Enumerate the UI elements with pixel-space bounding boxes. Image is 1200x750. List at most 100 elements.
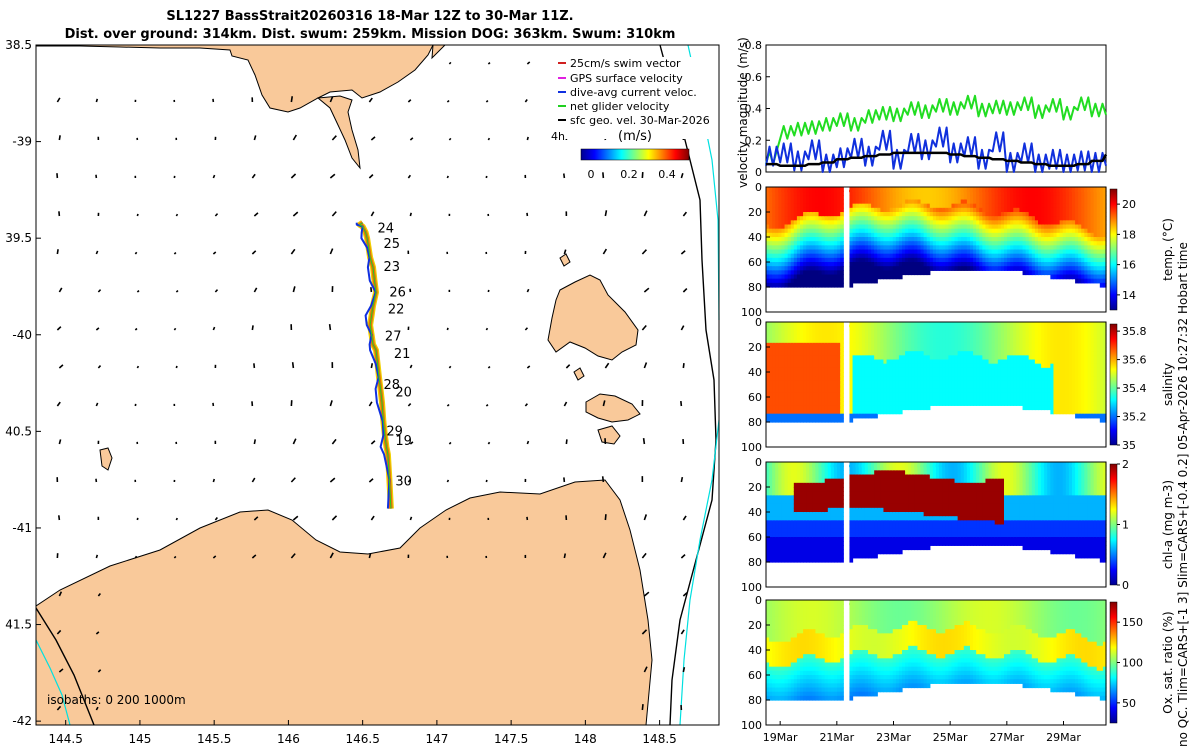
section-cell: [815, 249, 820, 255]
section-cell: [800, 232, 804, 238]
section-cell: [809, 326, 813, 331]
section-cell: [880, 380, 885, 386]
section-cell: [880, 338, 885, 344]
section-cell: [769, 417, 773, 423]
section-cell: [861, 405, 866, 411]
section-cell: [1087, 216, 1092, 221]
section-cell: [796, 380, 801, 386]
day-label: 26: [389, 285, 406, 300]
section-cell: [1004, 249, 1008, 255]
section-cell: [1090, 249, 1095, 255]
section-cell: [911, 224, 915, 230]
section-cell: [868, 372, 872, 377]
section-cell: [821, 232, 826, 238]
surface-velocity-arrow: [370, 211, 375, 217]
section-cell: [1072, 199, 1076, 205]
section-cell: [954, 216, 959, 221]
section-cell: [905, 270, 909, 276]
section-cell: [800, 199, 804, 205]
section-cell: [852, 232, 857, 238]
section-cell: [917, 216, 922, 221]
section-cell: [1025, 220, 1030, 226]
section-cell: [1053, 232, 1058, 238]
section-cell: [1081, 278, 1085, 284]
section-cell: [806, 401, 810, 406]
section-cell: [824, 266, 829, 271]
section-cell: [1028, 237, 1033, 242]
section-cell: [886, 274, 891, 280]
section-cell: [976, 195, 980, 201]
section-cell: [824, 191, 829, 196]
section-cell: [834, 405, 838, 411]
section-cell: [1031, 266, 1036, 271]
section-cell: [1004, 266, 1008, 271]
section-cell: [775, 274, 779, 280]
section-cell: [1068, 224, 1073, 230]
section-cell: [877, 347, 881, 352]
section-cell: [800, 363, 804, 369]
section-cell: [905, 207, 909, 213]
section-cell: [871, 338, 875, 344]
surface-velocity-arrow: [446, 175, 449, 179]
section-cell: [803, 338, 807, 344]
section-cell: [812, 232, 817, 238]
section-cell: [874, 359, 878, 365]
section-cell: [877, 342, 881, 348]
section-cell: [1084, 249, 1089, 255]
section-cell: [1090, 232, 1095, 238]
section-cell: [1068, 228, 1073, 234]
surface-velocity-arrow: [680, 325, 685, 331]
surface-dot: [858, 189, 863, 193]
section-cell: [824, 195, 829, 201]
section-cell: [787, 257, 792, 263]
section-cell: [889, 266, 894, 271]
section-cell: [787, 212, 792, 217]
section-cell: [886, 232, 891, 238]
section-cell: [923, 212, 928, 217]
section-cell: [849, 270, 854, 276]
section-cell: [883, 351, 888, 356]
section-cell: [1007, 216, 1011, 221]
section-cell: [1031, 207, 1036, 213]
section-cell: [1053, 212, 1058, 217]
section-cell: [1016, 249, 1021, 255]
section-cell: [852, 266, 857, 271]
section-cell: [809, 355, 813, 361]
section-cell: [806, 237, 810, 242]
surface-dot: [985, 189, 989, 193]
section-cell: [939, 245, 943, 251]
track-net-velocity: [358, 222, 392, 509]
section-cell: [849, 212, 854, 217]
section-cell: [923, 245, 928, 251]
section-cell: [815, 372, 820, 377]
section-cell: [812, 278, 817, 284]
section-cell: [772, 405, 776, 411]
section-cell: [1065, 195, 1070, 201]
section-cell: [982, 228, 987, 234]
section-cell: [837, 199, 841, 205]
section-cell: [849, 355, 854, 361]
section-cell: [923, 241, 928, 246]
section-cell: [812, 270, 817, 276]
section-cell: [945, 245, 949, 251]
section-cell: [864, 384, 869, 390]
section-cell: [1053, 266, 1058, 271]
section-cell: [997, 253, 1002, 259]
section-cell: [793, 282, 798, 288]
section-cell: [942, 266, 946, 271]
section-cell: [1013, 220, 1017, 226]
section-cell: [997, 207, 1002, 213]
section-cell: [784, 278, 789, 284]
section-cell: [849, 363, 854, 369]
section-cell: [775, 207, 779, 213]
section-cell: [982, 224, 987, 230]
section-cell: [963, 203, 968, 209]
section-cell: [824, 245, 829, 251]
section-cell: [1099, 195, 1104, 201]
surface-velocity-arrow: [448, 137, 452, 141]
surface-dot: [836, 324, 841, 328]
surface-dot: [941, 189, 946, 193]
section-cell: [855, 376, 860, 381]
section-cell: [849, 199, 854, 205]
section-cell: [988, 203, 993, 209]
